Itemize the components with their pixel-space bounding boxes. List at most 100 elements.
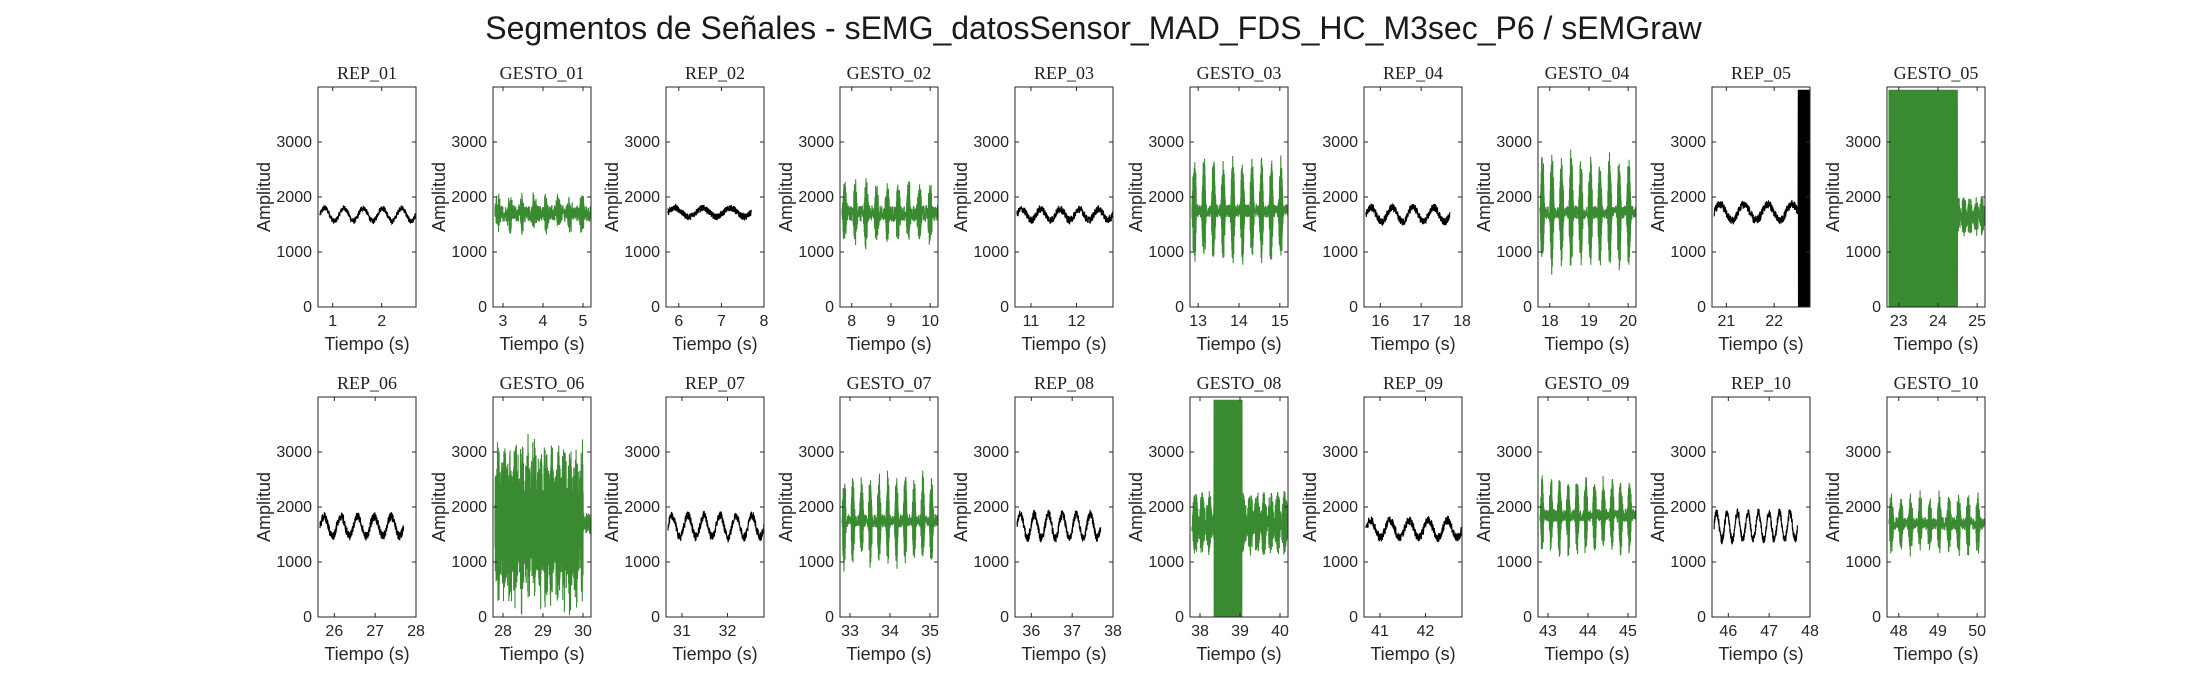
signal-line [667,203,752,222]
x-tick-label: 30 [574,623,592,640]
subplot-title: GESTO_03 [1197,63,1282,83]
y-tick-label: 1000 [798,244,834,261]
y-tick-label: 0 [1697,609,1706,626]
axes-box [1014,86,1114,308]
y-tick-label: 3000 [973,444,1009,461]
y-axis-label: Amplitud [1474,472,1494,542]
y-tick-label: 3000 [798,134,834,151]
y-tick-label: 2000 [973,499,1009,516]
y-tick-label: 2000 [1148,189,1184,206]
x-tick-label: 23 [1890,313,1908,330]
y-tick-label: 1000 [276,554,312,571]
y-axis-label: Amplitud [951,472,971,542]
x-tick-label: 37 [1063,623,1081,640]
axes-box [1711,86,1811,308]
x-axis-label: Tiempo (s) [499,334,584,354]
subplot-title: GESTO_10 [1894,373,1979,393]
x-axis-label: Tiempo (s) [1196,644,1281,664]
y-tick-label: 1000 [451,554,487,571]
y-axis-label: Amplitud [602,472,622,542]
signal-line [1191,155,1288,265]
subplot-rep-01: REP_01 0 1000 2000 3000 1 2 Tiempo (s) Amplitud [254,63,417,354]
signal-line [319,511,405,542]
y-tick-label: 2000 [451,189,487,206]
x-tick-label: 25 [1968,313,1986,330]
y-tick-label: 3000 [624,444,660,461]
x-tick-label: 20 [1619,313,1637,330]
subplot-title: GESTO_01 [500,63,585,83]
y-tick-label: 0 [1523,609,1532,626]
x-tick-label: 34 [881,623,899,640]
y-tick-label: 0 [825,299,834,316]
y-tick-label: 1000 [1496,554,1532,571]
y-tick-label: 1000 [1322,244,1358,261]
x-axis-label: Tiempo (s) [1021,644,1106,664]
y-tick-label: 2000 [276,499,312,516]
subplot-title: REP_07 [685,373,745,393]
signal-line [1713,89,1810,307]
x-tick-label: 18 [1453,313,1471,330]
x-tick-label: 50 [1968,623,1986,640]
y-tick-label: 0 [1872,299,1881,316]
y-axis-label: Amplitud [1823,472,1843,542]
y-axis-label: Amplitud [951,162,971,232]
x-tick-label: 5 [579,313,588,330]
x-tick-label: 8 [760,313,769,330]
subplot-title: REP_02 [685,63,745,83]
signal-line [494,433,591,616]
y-axis-label: Amplitud [1823,162,1843,232]
x-axis-label: Tiempo (s) [672,334,757,354]
x-axis-label: Tiempo (s) [1196,334,1281,354]
x-tick-label: 38 [1104,623,1122,640]
x-tick-label: 11 [1023,313,1040,330]
y-tick-label: 2000 [1322,499,1358,516]
y-tick-label: 1000 [1148,244,1184,261]
y-tick-label: 0 [303,609,312,626]
subplot-gesto-07: GESTO_07 0 1000 2000 3000 33 34 35 Tiempo (s) Amp… [776,373,939,664]
y-tick-label: 1000 [1845,554,1881,571]
subplot-title: GESTO_08 [1197,373,1282,393]
x-tick-label: 29 [534,623,552,640]
x-tick-label: 28 [494,623,512,640]
axes-box [317,396,417,618]
y-tick-label: 2000 [1845,499,1881,516]
y-tick-label: 2000 [624,189,660,206]
subplot-rep-09: REP_09 0 1000 2000 3000 41 42 Tiempo (s) Amplitu… [1300,373,1463,664]
x-axis-label: Tiempo (s) [1718,334,1803,354]
y-axis-label: Amplitud [1648,162,1668,232]
x-tick-label: 41 [1371,623,1389,640]
y-tick-label: 2000 [973,189,1009,206]
x-tick-label: 3 [499,313,508,330]
x-tick-label: 27 [366,623,384,640]
y-tick-label: 0 [825,609,834,626]
subplot-gesto-06: GESTO_06 0 1000 2000 3000 28 29 30 Tiempo (s) Amp… [429,373,592,664]
subplot-rep-05: REP_05 0 1000 2000 3000 21 22 Tiempo (s) Amplitu… [1648,63,1811,354]
x-tick-label: 18 [1541,313,1559,330]
signal-line [494,192,591,235]
axes-box [1711,396,1811,618]
x-tick-label: 47 [1760,623,1778,640]
subplot-title: GESTO_04 [1545,63,1630,83]
x-tick-label: 16 [1371,313,1389,330]
axes-box [665,86,765,308]
x-axis-label: Tiempo (s) [846,334,931,354]
x-tick-label: 38 [1191,623,1209,640]
y-tick-label: 3000 [1845,134,1881,151]
subplot-rep-08: REP_08 0 1000 2000 3000 36 37 38 Tiempo (s) Ampli… [951,373,1122,664]
x-tick-label: 19 [1580,313,1598,330]
x-tick-label: 21 [1717,313,1735,330]
x-tick-label: 6 [674,313,683,330]
x-tick-label: 42 [1417,623,1435,640]
x-tick-label: 17 [1412,313,1430,330]
y-axis-label: Amplitud [254,162,274,232]
y-tick-label: 1000 [624,244,660,261]
x-tick-label: 44 [1579,623,1597,640]
y-tick-label: 3000 [1670,134,1706,151]
y-axis-label: Amplitud [1300,162,1320,232]
y-tick-label: 2000 [1148,499,1184,516]
x-tick-label: 8 [847,313,856,330]
y-axis-label: Amplitud [429,162,449,232]
y-axis-label: Amplitud [429,472,449,542]
